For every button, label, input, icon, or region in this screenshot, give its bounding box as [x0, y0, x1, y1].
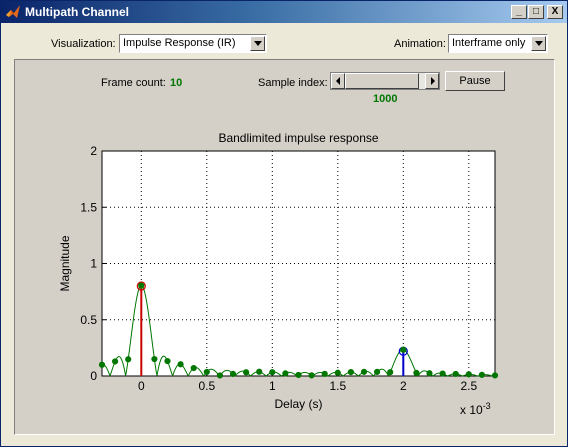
x-tick-label: 0 [138, 379, 145, 393]
sample-point [282, 370, 289, 377]
sample-point [452, 370, 459, 378]
sample-point [347, 368, 354, 376]
impulse-response-plot: 0 0.5 1 1.5 2 2.5 0 0.5 1 1.5 2 Bandlimited impuls… [58, 131, 499, 417]
sample-markers [98, 282, 499, 379]
animation-selected-value: Interframe only [452, 37, 526, 49]
x-tick-label: 0.5 [198, 379, 215, 393]
close-button[interactable]: X [547, 5, 563, 19]
sample-point [190, 364, 197, 372]
sample-point [269, 369, 276, 376]
sample-point [374, 368, 381, 376]
title-bar[interactable]: Multipath Channel _ □ X [1, 1, 567, 23]
chevron-down-icon[interactable] [531, 36, 546, 51]
sample-point [138, 282, 145, 289]
sample-index-slider[interactable] [330, 72, 440, 90]
sample-point [321, 370, 328, 377]
sample-point [360, 368, 368, 375]
animation-label: Animation: [394, 38, 446, 50]
window-title: Multipath Channel [25, 5, 129, 19]
visualization-select[interactable]: Impulse Response (IR) [119, 34, 267, 53]
x-axis-exponent-power: -3 [483, 401, 491, 411]
y-tick-label: 1.5 [80, 200, 97, 214]
sample-point [256, 368, 263, 375]
minimize-button[interactable]: _ [511, 5, 527, 19]
sample-point [478, 371, 485, 378]
sample-point [243, 369, 250, 376]
x-tick-label: 1.5 [329, 379, 346, 393]
sample-point [216, 372, 223, 379]
grid-lines [102, 151, 495, 376]
sample-point [112, 358, 119, 365]
path-gain-stems [136, 281, 408, 376]
sample-index-value: 1000 [373, 93, 398, 105]
visualization-panel: Frame count: 10 Sample index: 1000 Pause… [14, 59, 555, 435]
sample-point [125, 356, 132, 363]
sample-point [229, 370, 237, 378]
sample-point [413, 369, 420, 377]
path-stem-marker [136, 281, 146, 291]
sample-point [164, 358, 171, 365]
sample-point [151, 355, 158, 363]
sample-point [387, 369, 394, 376]
x-tick-label: 1 [269, 379, 276, 393]
sample-point [295, 371, 302, 379]
slider-right-arrow-icon[interactable] [425, 73, 439, 89]
x-axis-exponent: x 10-3 [460, 401, 491, 417]
sample-point [203, 368, 210, 376]
frame-count-label: Frame count: [101, 77, 166, 89]
sample-point [465, 371, 472, 378]
visualization-label: Visualization: [51, 38, 116, 50]
y-tick-label: 0.5 [80, 313, 97, 327]
sample-index-label: Sample index: [258, 77, 328, 89]
x-axis-exponent-base: x 10 [460, 403, 483, 417]
x-tick-label: 2 [400, 379, 407, 393]
slider-thumb[interactable] [345, 73, 419, 89]
sample-point [334, 369, 341, 376]
y-tick-label: 1 [90, 257, 97, 271]
sample-point [308, 372, 315, 379]
x-axis-label: Delay (s) [274, 397, 322, 411]
slider-left-arrow-icon[interactable] [331, 73, 345, 89]
animation-select[interactable]: Interframe only [448, 34, 548, 53]
chart-title: Bandlimited impulse response [218, 131, 378, 145]
chevron-down-icon[interactable] [250, 36, 265, 51]
sample-point [177, 361, 184, 368]
y-tick-label: 2 [90, 144, 97, 158]
frame-count-value: 10 [170, 77, 183, 89]
sample-point [491, 372, 499, 379]
axis-ticks: 0 0.5 1 1.5 2 2.5 0 0.5 1 1.5 2 [80, 144, 477, 393]
controls-bar: Visualization: Impulse Response (IR) Ani… [1, 23, 567, 59]
x-tick-label: 2.5 [460, 379, 477, 393]
pause-button[interactable]: Pause [445, 71, 505, 91]
y-tick-label: 0 [90, 369, 97, 383]
maximize-button[interactable]: □ [528, 5, 544, 19]
y-axis-label: Magnitude [58, 235, 72, 291]
sample-point [426, 370, 433, 377]
sample-point [439, 370, 446, 377]
sample-point [400, 346, 407, 353]
sample-point [98, 361, 106, 368]
visualization-selected-value: Impulse Response (IR) [123, 37, 236, 49]
matlab-logo-icon [6, 5, 20, 18]
